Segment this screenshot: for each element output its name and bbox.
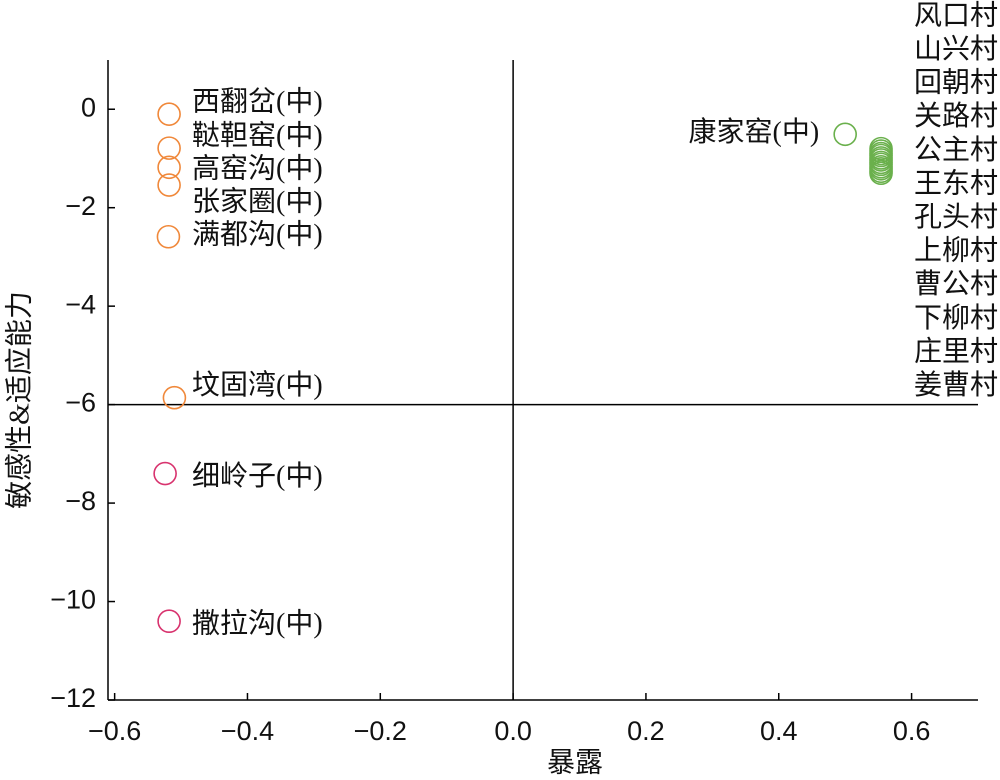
y-tick-label: −4	[65, 289, 96, 319]
point-label: 庄里村	[914, 335, 998, 367]
point-label: 张家圈(中)	[192, 186, 323, 218]
point-label: 撒拉沟(中)	[192, 608, 323, 640]
point	[157, 173, 181, 197]
point-label: 公主村	[914, 134, 998, 166]
x-axis-label: 暴露	[547, 747, 603, 778]
point-label: 风口村	[914, 0, 998, 31]
point-label: 回朝村	[914, 67, 998, 99]
point-label: 西翻岔(中)	[192, 86, 323, 118]
point	[157, 155, 181, 180]
x-tick-label: 0.2	[627, 716, 665, 746]
point-label: 高窑沟(中)	[192, 153, 323, 185]
point	[157, 609, 181, 634]
point	[833, 122, 857, 147]
point	[157, 102, 181, 126]
point-label: 坟固湾(中)	[192, 369, 323, 401]
point-label: 鞑靼窑(中)	[192, 120, 323, 152]
point-label: 下柳村	[914, 302, 998, 334]
point-label: 细岭子(中)	[192, 460, 323, 492]
x-tick-label: 0.6	[893, 716, 931, 746]
point-label: 满都沟(中)	[192, 219, 323, 251]
point	[869, 161, 893, 186]
point-label: 姜曹村	[914, 369, 998, 401]
x-tick-label: −0.6	[88, 716, 141, 746]
y-tick-label: −8	[65, 486, 96, 516]
point-label: 康家窑(中)	[689, 116, 820, 148]
point-label: 山兴村	[914, 33, 998, 65]
y-tick-label: −10	[50, 585, 96, 615]
point-label: 王东村	[914, 167, 998, 199]
point-label: 曹公村	[914, 268, 998, 300]
x-tick-label: 0.0	[494, 716, 532, 746]
y-tick-label: −6	[65, 388, 96, 418]
point	[162, 385, 187, 410]
x-tick-label: −0.2	[354, 716, 407, 746]
x-tick-label: 0.4	[760, 716, 798, 746]
y-tick-label: −12	[50, 683, 96, 713]
point-label: 孔头村	[914, 201, 998, 233]
point	[156, 224, 181, 249]
y-tick-label: −2	[65, 191, 96, 221]
point-label: 上柳村	[914, 235, 998, 267]
point-label: 关路村	[914, 100, 998, 132]
x-tick-label: −0.4	[221, 716, 274, 746]
point	[157, 136, 181, 160]
y-axis-label: 敏感性&适应能力	[3, 291, 35, 509]
y-tick-label: 0	[81, 92, 96, 122]
point	[153, 461, 177, 486]
